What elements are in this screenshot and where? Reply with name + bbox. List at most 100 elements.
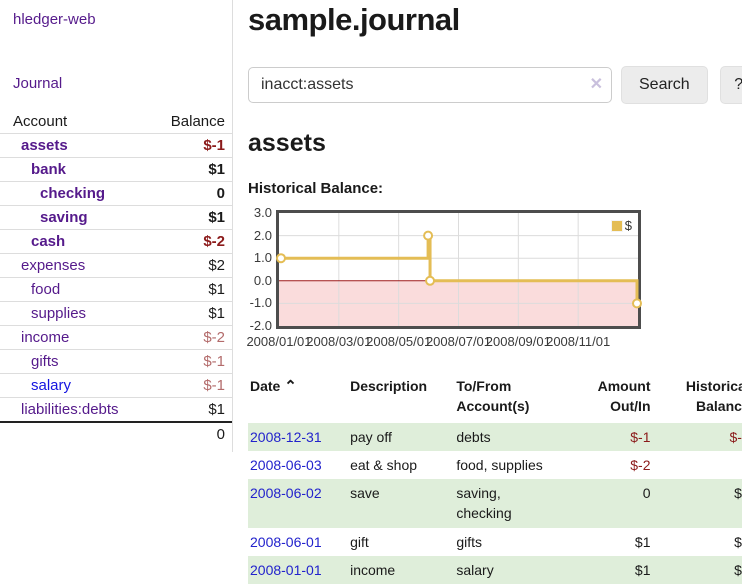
account-row: food $1 bbox=[0, 278, 232, 302]
account-row: salary $-1 bbox=[0, 374, 232, 398]
transaction-date-link[interactable]: 2008-06-03 bbox=[250, 457, 322, 473]
transaction-balance: $2 bbox=[655, 528, 742, 556]
account-row: gifts $-1 bbox=[0, 350, 232, 374]
chart-plot-area: $ bbox=[276, 210, 641, 329]
account-balance: 0 bbox=[153, 182, 232, 206]
account-balance: $-1 bbox=[153, 350, 232, 374]
y-axis-tick-label: 3.0 bbox=[248, 205, 272, 220]
account-balance: $1 bbox=[153, 302, 232, 326]
account-balance: $1 bbox=[153, 398, 232, 423]
account-link-cash[interactable]: cash bbox=[31, 233, 65, 250]
transaction-accounts: salary bbox=[454, 556, 557, 584]
account-balance: $2 bbox=[153, 254, 232, 278]
transaction-description: gift bbox=[348, 528, 454, 556]
account-balance: $-1 bbox=[153, 134, 232, 158]
transaction-balance: $1 bbox=[655, 556, 742, 584]
transaction-date-link[interactable]: 2008-12-31 bbox=[250, 429, 322, 445]
account-balance: $1 bbox=[153, 158, 232, 182]
account-heading: assets bbox=[248, 129, 742, 158]
page-title: sample.journal bbox=[248, 2, 742, 38]
accounts-total-value: 0 bbox=[153, 422, 232, 446]
column-header-accounts: To/From Account(s) bbox=[454, 374, 557, 423]
transaction-date-link[interactable]: 2008-06-02 bbox=[250, 485, 322, 501]
transaction-accounts: food, supplies bbox=[454, 451, 557, 479]
transactions-header-row: Date ⌃ Description To/From Account(s) Am… bbox=[248, 374, 742, 423]
account-row: saving $1 bbox=[0, 206, 232, 230]
transaction-row: 2008-06-02 save saving, checking 0 $2 bbox=[248, 479, 742, 528]
account-balance: $1 bbox=[153, 206, 232, 230]
search-row: ✕ Search ? bbox=[248, 66, 742, 104]
accounts-total-row: 0 bbox=[0, 422, 232, 446]
column-header-balance: Historical Balance bbox=[655, 374, 742, 423]
account-link-food[interactable]: food bbox=[31, 281, 60, 298]
y-axis-tick-label: -1.0 bbox=[248, 295, 272, 310]
account-row: expenses $2 bbox=[0, 254, 232, 278]
transaction-description: pay off bbox=[348, 423, 454, 451]
account-link-liabilities-debts[interactable]: liabilities:debts bbox=[21, 401, 119, 418]
transaction-accounts: gifts bbox=[454, 528, 557, 556]
help-button[interactable]: ? bbox=[720, 66, 742, 104]
chart-title: Historical Balance: bbox=[248, 180, 742, 197]
transaction-amount: $-1 bbox=[558, 423, 655, 451]
account-row: bank $1 bbox=[0, 158, 232, 182]
transaction-amount: $1 bbox=[558, 556, 655, 584]
account-balance: $-2 bbox=[153, 326, 232, 350]
account-row: liabilities:debts $1 bbox=[0, 398, 232, 423]
account-link-saving[interactable]: saving bbox=[40, 209, 88, 226]
accounts-header-row: Account Balance bbox=[0, 110, 232, 134]
transaction-row: 2008-06-03 eat & shop food, supplies $-2… bbox=[248, 451, 742, 479]
transaction-date-link[interactable]: 2008-06-01 bbox=[250, 534, 322, 550]
search-button[interactable]: Search bbox=[621, 66, 708, 104]
account-link-expenses[interactable]: expenses bbox=[21, 257, 85, 274]
accounts-header-account: Account bbox=[0, 110, 153, 134]
account-link-income[interactable]: income bbox=[21, 329, 69, 346]
transaction-balance: 0 bbox=[655, 451, 742, 479]
account-row: assets $-1 bbox=[0, 134, 232, 158]
y-axis-tick-label: 0.0 bbox=[248, 273, 272, 288]
transaction-balance: $2 bbox=[655, 479, 742, 528]
column-header-amount: Amount Out/In bbox=[558, 374, 655, 423]
account-link-assets[interactable]: assets bbox=[21, 137, 68, 154]
account-balance: $1 bbox=[153, 278, 232, 302]
account-row: cash $-2 bbox=[0, 230, 232, 254]
transactions-table: Date ⌃ Description To/From Account(s) Am… bbox=[248, 374, 742, 584]
account-row: income $-2 bbox=[0, 326, 232, 350]
x-axis-tick-label: 2008/11/01 bbox=[543, 334, 613, 349]
legend-swatch-icon bbox=[611, 220, 623, 232]
sidebar-item-journal[interactable]: Journal bbox=[13, 75, 232, 92]
account-link-salary[interactable]: salary bbox=[31, 377, 71, 394]
transaction-description: eat & shop bbox=[348, 451, 454, 479]
transaction-row: 2008-01-01 income salary $1 $1 bbox=[248, 556, 742, 584]
clear-search-icon[interactable]: ✕ bbox=[590, 74, 603, 94]
column-header-date[interactable]: Date ⌃ bbox=[248, 374, 348, 423]
sort-asc-icon: ⌃ bbox=[284, 378, 297, 395]
y-axis-tick-label: 1.0 bbox=[248, 250, 272, 265]
account-link-supplies[interactable]: supplies bbox=[31, 305, 86, 322]
y-axis-tick-label: 2.0 bbox=[248, 228, 272, 243]
account-row: checking 0 bbox=[0, 182, 232, 206]
transaction-row: 2008-12-31 pay off debts $-1 $-1 bbox=[248, 423, 742, 451]
transaction-amount: $-2 bbox=[558, 451, 655, 479]
account-link-checking[interactable]: checking bbox=[40, 185, 105, 202]
search-input[interactable] bbox=[248, 67, 612, 103]
legend-label: $ bbox=[625, 218, 632, 233]
transaction-amount: 0 bbox=[558, 479, 655, 528]
main-content: sample.journal ✕ Search ? assets Histori… bbox=[233, 0, 742, 584]
transaction-row: 2008-06-01 gift gifts $1 $2 bbox=[248, 528, 742, 556]
sidebar: hledger-web Journal Account Balance asse… bbox=[0, 0, 233, 452]
y-axis-tick-label: -2.0 bbox=[248, 318, 272, 333]
transaction-description: income bbox=[348, 556, 454, 584]
transaction-amount: $1 bbox=[558, 528, 655, 556]
account-balance: $-1 bbox=[153, 374, 232, 398]
transaction-date-link[interactable]: 2008-01-01 bbox=[250, 562, 322, 578]
transaction-description: save bbox=[348, 479, 454, 528]
transaction-balance: $-1 bbox=[655, 423, 742, 451]
account-link-gifts[interactable]: gifts bbox=[31, 353, 59, 370]
accounts-table: Account Balance assets $-1 bank $1 check… bbox=[0, 110, 232, 446]
account-link-bank[interactable]: bank bbox=[31, 161, 66, 178]
search-box: ✕ bbox=[248, 67, 612, 103]
account-row: supplies $1 bbox=[0, 302, 232, 326]
brand-link[interactable]: hledger-web bbox=[13, 11, 232, 28]
